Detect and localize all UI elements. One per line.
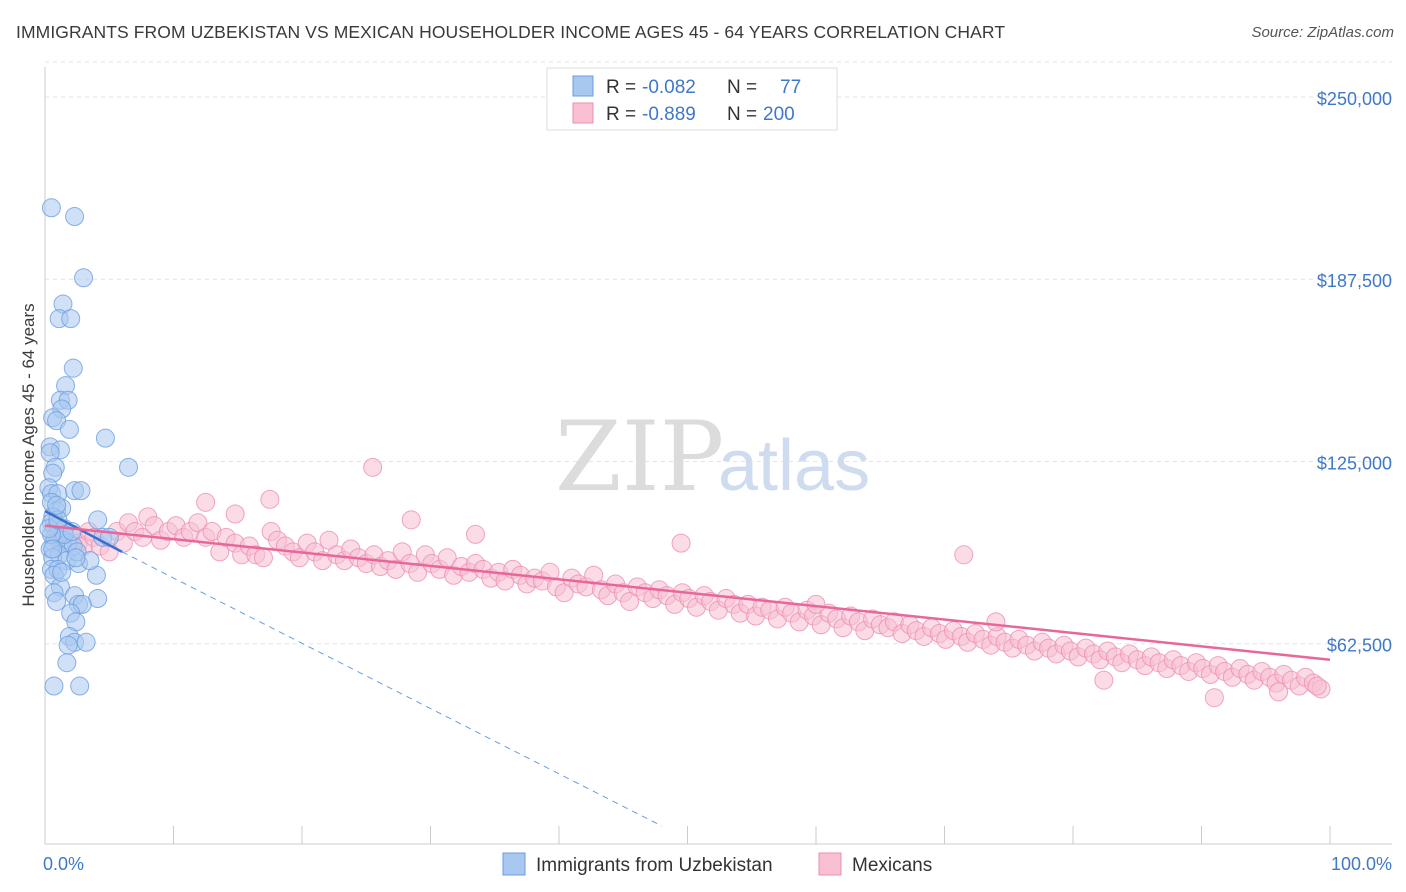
y-tick-label: $62,500: [1327, 636, 1392, 656]
point-mexicans: [319, 530, 339, 550]
watermark-zip: ZIP: [555, 401, 724, 513]
bottom-legend: Immigrants from Uzbekistan Mexicans: [502, 852, 932, 876]
point-uzbekistan: [71, 481, 91, 501]
point-mexicans: [954, 545, 974, 565]
y-tick-label: $250,000: [1317, 89, 1392, 109]
point-uzbekistan: [88, 510, 108, 530]
point-uzbekistan: [58, 635, 78, 655]
point-uzbekistan: [63, 358, 83, 378]
point-uzbekistan: [76, 632, 96, 652]
point-uzbekistan: [47, 591, 67, 611]
point-uzbekistan: [57, 653, 77, 673]
point-uzbekistan: [47, 495, 67, 515]
point-mexicans: [1204, 688, 1224, 708]
point-uzbekistan: [52, 562, 72, 582]
point-mexicans: [465, 524, 485, 544]
point-mexicans: [554, 583, 574, 603]
trend-uzbekistan: [44, 509, 123, 553]
point-uzbekistan: [65, 207, 85, 227]
point-mexicans: [1094, 670, 1114, 690]
point-uzbekistan: [44, 676, 64, 696]
legend-r-label-0: R =: [606, 77, 636, 98]
point-uzbekistan: [66, 548, 86, 568]
point-uzbekistan: [95, 428, 115, 448]
legend-n-label-1: N =: [727, 104, 757, 125]
point-uzbekistan: [61, 309, 81, 329]
point-mexicans: [986, 612, 1006, 632]
point-mexicans: [253, 548, 273, 568]
point-uzbekistan: [41, 198, 61, 218]
point-uzbekistan: [74, 268, 94, 288]
point-mexicans: [196, 492, 216, 512]
point-uzbekistan: [43, 539, 63, 559]
trend-mexicans: [44, 524, 1331, 662]
bottom-legend-swatch-mexicans: [818, 852, 842, 876]
x-tick-labels: 0.0% 100.0%: [43, 854, 1392, 874]
legend-swatch-mexicans: [572, 102, 594, 124]
y-axis-title: Householder Income Ages 45 - 64 years: [19, 303, 38, 606]
point-mexicans: [584, 565, 604, 585]
point-uzbekistan: [119, 457, 139, 477]
bottom-legend-swatch-uzbekistan: [502, 852, 526, 876]
bottom-legend-label-uzbekistan: Immigrants from Uzbekistan: [536, 855, 773, 876]
x-tick-label-max: 100.0%: [1331, 854, 1392, 874]
trend-uzbekistan-extension: [121, 551, 663, 827]
y-tick-label: $125,000: [1317, 453, 1392, 473]
point-mexicans: [1269, 682, 1289, 702]
point-mexicans: [401, 510, 421, 530]
x-tick-label-min: 0.0%: [43, 854, 84, 874]
legend-n-value-1: 200: [763, 104, 795, 125]
legend-r-value-0: -0.082: [642, 77, 696, 98]
source-label: Source: ZipAtlas.com: [1251, 24, 1394, 41]
legend: R = -0.082 N = 77 R = -0.889 N = 200: [546, 67, 838, 131]
y-tick-labels: $62,500 $125,000 $187,500 $250,000: [1317, 89, 1392, 656]
point-mexicans: [671, 533, 691, 553]
legend-n-value-0: 77: [780, 77, 801, 98]
legend-n-label-0: N =: [727, 77, 757, 98]
legend-r-label-1: R =: [606, 104, 636, 125]
point-mexicans: [188, 513, 208, 533]
point-uzbekistan: [70, 676, 90, 696]
point-mexicans: [225, 504, 245, 524]
legend-r-value-1: -0.889: [642, 104, 696, 125]
point-mexicans: [260, 489, 280, 509]
legend-swatch-uzbekistan: [572, 75, 594, 97]
legend-box: [546, 67, 838, 131]
bottom-legend-label-mexicans: Mexicans: [852, 855, 932, 876]
point-mexicans: [1307, 676, 1327, 696]
watermark: ZIP atlas: [555, 401, 870, 513]
point-mexicans: [620, 591, 640, 611]
watermark-atlas: atlas: [718, 426, 870, 506]
trend-lines: [44, 509, 1331, 827]
y-tick-label: $187,500: [1317, 271, 1392, 291]
point-uzbekistan: [59, 419, 79, 439]
point-mexicans: [363, 457, 383, 477]
chart-title: IMMIGRANTS FROM UZBEKISTAN VS MEXICAN HO…: [16, 22, 1006, 42]
